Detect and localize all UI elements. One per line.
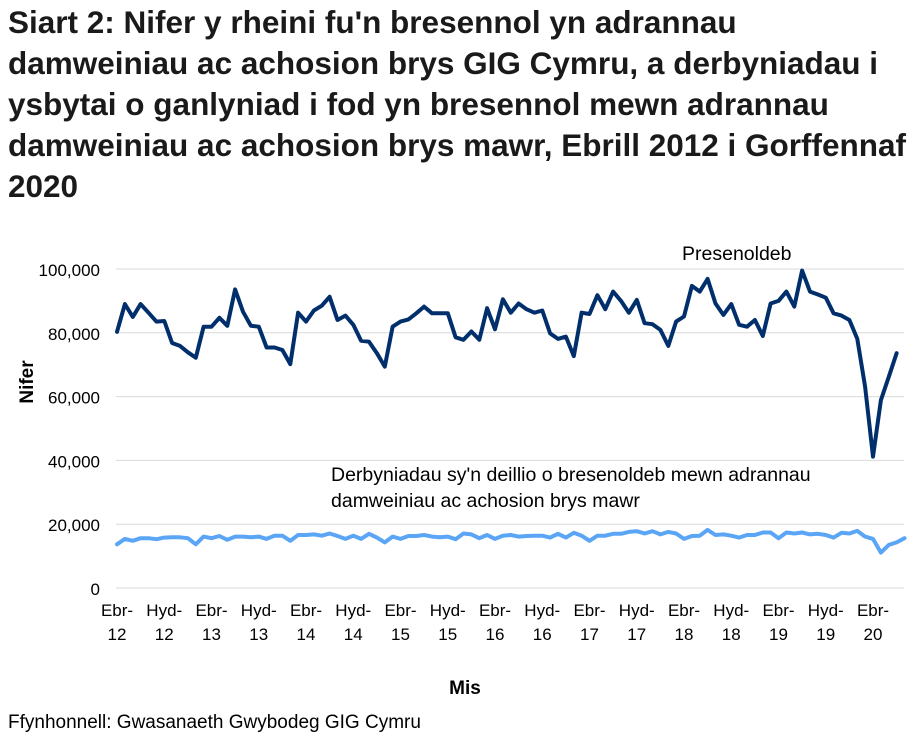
x-tick-label-year: 13 <box>249 625 268 644</box>
x-tick-label-year: 16 <box>533 625 552 644</box>
x-tick-label-year: 15 <box>438 625 457 644</box>
x-tick-label-year: 17 <box>627 625 646 644</box>
x-tick-label-year: 12 <box>108 625 127 644</box>
x-tick-label-month: Hyd- <box>524 601 560 620</box>
y-axis-label: Nifer <box>17 360 38 404</box>
source-note: Ffynhonnell: Gwasanaeth Gwybodeg GIG Cym… <box>8 712 421 733</box>
x-tick-label-month: Ebr- <box>573 601 605 620</box>
x-tick-label-year: 18 <box>675 625 694 644</box>
x-tick-label-year: 12 <box>155 625 174 644</box>
x-tick-label-year: 15 <box>391 625 410 644</box>
series-line-attendances <box>115 268 899 459</box>
x-tick-label-month: Ebr- <box>857 601 889 620</box>
x-tick-label-month: Ebr- <box>668 601 700 620</box>
x-tick-label-month: Hyd- <box>619 601 655 620</box>
x-tick-label-year: 16 <box>486 625 505 644</box>
x-tick-label-year: 14 <box>344 625 363 644</box>
x-tick-label-year: 13 <box>202 625 221 644</box>
x-tick-label-month: Ebr- <box>195 601 227 620</box>
series-label-attendances: Presenoldeb <box>682 243 792 265</box>
y-tick-label: 0 <box>91 580 100 599</box>
series-line-admissions <box>115 527 907 555</box>
x-tick-label-month: Hyd- <box>146 601 182 620</box>
x-tick-label-month: Ebr- <box>290 601 322 620</box>
x-tick-label-month: Hyd- <box>241 601 277 620</box>
y-tick-label: 60,000 <box>48 389 100 408</box>
x-tick-label-year: 17 <box>580 625 599 644</box>
y-tick-label: 40,000 <box>48 452 100 471</box>
x-tick-label-year: 19 <box>769 625 788 644</box>
y-tick-label: 80,000 <box>48 325 100 344</box>
gridlines <box>116 268 904 589</box>
x-tick-label-month: Ebr- <box>101 601 133 620</box>
x-tick-label-year: 18 <box>722 625 741 644</box>
y-axis-ticks: 0 20,000 40,000 60,000 80,000 100,000 <box>39 261 100 599</box>
x-tick-label-month: Hyd- <box>430 601 466 620</box>
x-axis-ticks: Ebr- 12 Hyd- 12 Ebr- 13 Hyd- 13 Ebr- 14 Hyd- 14 Ebr-… <box>101 601 889 644</box>
x-axis-label: Mis <box>449 678 481 699</box>
series-label-admissions-line2: damweiniau ac achosion brys mawr <box>331 490 640 512</box>
x-tick-label-year: 20 <box>864 625 883 644</box>
x-tick-label-month: Ebr- <box>384 601 416 620</box>
x-tick-label-month: Ebr- <box>762 601 794 620</box>
y-tick-label: 20,000 <box>48 516 100 535</box>
series-label-admissions-line1: Derbyniadau sy'n deillio o bresenoldeb m… <box>331 464 811 486</box>
x-tick-label-year: 14 <box>297 625 316 644</box>
x-tick-label-month: Ebr- <box>479 601 511 620</box>
series-lines <box>115 268 907 555</box>
y-tick-label: 100,000 <box>39 261 100 280</box>
chart-title: Siart 2: Nifer y rheini fu'n bresennol y… <box>8 4 907 204</box>
x-tick-label-month: Hyd- <box>808 601 844 620</box>
x-tick-label-month: Hyd- <box>335 601 371 620</box>
x-tick-label-month: Hyd- <box>713 601 749 620</box>
x-tick-label-year: 19 <box>816 625 835 644</box>
